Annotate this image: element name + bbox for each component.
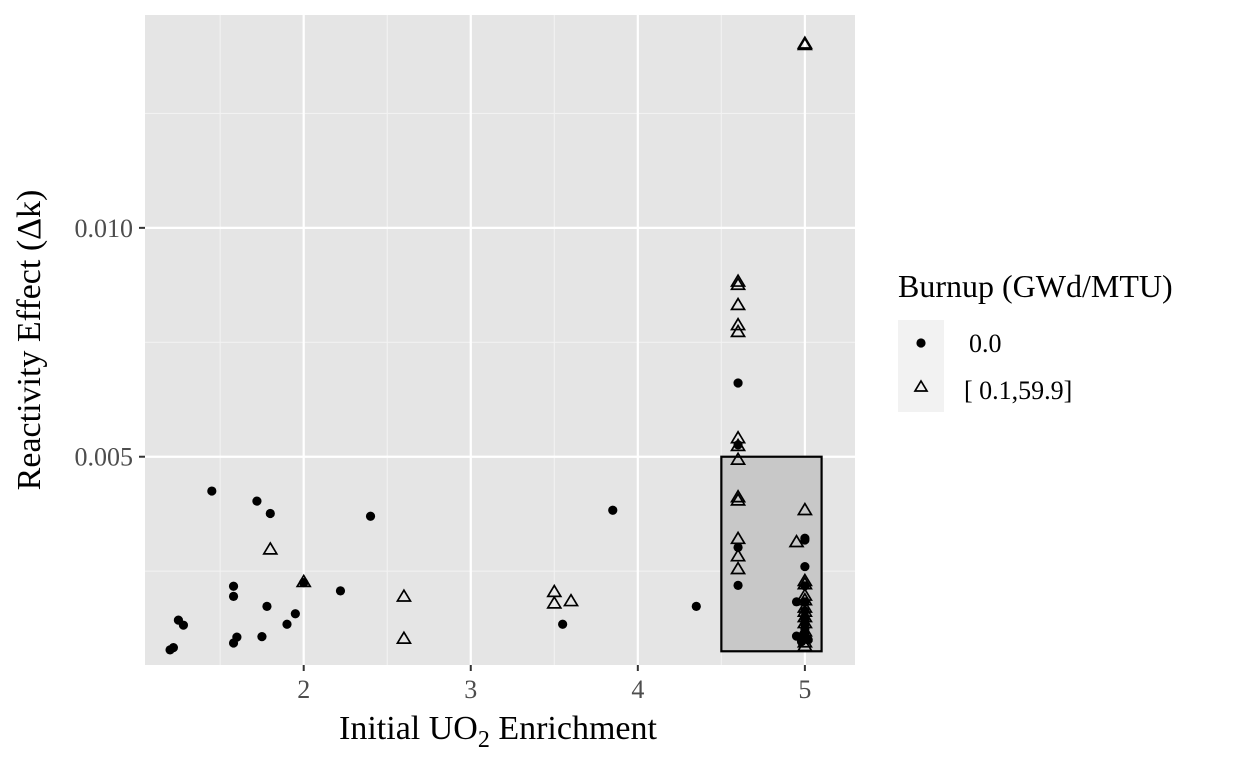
point-triangle [730,492,747,506]
point-circle [178,620,189,630]
point-circle [733,580,743,590]
point-triangle [730,530,747,545]
point-triangle [730,296,747,311]
point-circle [257,632,267,642]
point-circle [168,643,178,653]
point-triangle [395,630,412,644]
x-axis-title-suffix: Enrichment [490,710,658,747]
point-triangle [796,36,813,51]
point-triangle [796,572,813,587]
point-circle [282,619,292,629]
point-triangle [730,323,747,338]
point-triangle [730,317,747,331]
point-circle [232,632,242,642]
point-triangle [262,541,279,555]
point-circle [262,601,272,612]
point-triangle [730,489,747,503]
point-circle [608,505,618,515]
x-tick-label: 4 [631,675,644,704]
point-circle [335,586,346,596]
point-triangle [295,573,312,588]
point-circle [733,378,743,388]
point-triangle [796,615,813,629]
point-circle [265,508,275,519]
point-triangle [796,609,813,623]
point-circle [691,601,701,612]
point-triangle [730,273,747,287]
point-triangle [788,534,805,548]
point-triangle [796,637,813,652]
point-triangle [730,430,747,444]
point-triangle [395,588,412,602]
data-points [165,35,813,655]
point-triangle [546,595,563,609]
point-circle [228,591,239,601]
legend: Burnup (GWd/MTU) 0.0 [ 0.1,59.9] [898,268,1173,412]
legend-label-triangle: [ 0.1,59.9] [964,376,1072,405]
point-circle [252,496,262,506]
legend-key-background [898,320,944,412]
x-tick-label: 5 [798,675,811,704]
point-circle [733,542,743,552]
point-triangle [796,501,813,516]
legend-key-triangle [913,379,929,392]
x-axis-title-main: Initial UO [339,710,478,747]
y-axis-title: Reactivity Effect (Δk) [11,190,48,491]
point-triangle [730,437,747,452]
point-circle [800,561,810,572]
axes: 2 3 4 5 0.005 0.010 [75,214,812,704]
point-triangle [730,548,747,562]
x-tick-label: 2 [297,675,310,704]
point-circle [365,511,376,521]
point-circle [800,535,810,545]
point-triangle [730,276,747,291]
point-circle [558,619,568,629]
y-tick-label: 0.010 [75,214,134,243]
legend-key-circle [916,338,926,348]
y-tick-label: 0.005 [75,443,134,472]
point-triangle [562,593,580,607]
point-triangle [730,561,747,575]
point-triangle [796,634,813,648]
point-circle [290,609,300,619]
x-axis-title-subscript: 2 [478,727,490,753]
point-circle [207,486,217,496]
legend-title: Burnup (GWd/MTU) [898,268,1173,304]
legend-label-circle: 0.0 [969,329,1002,358]
point-circle [228,581,239,591]
point-triangle [730,451,747,465]
x-tick-label: 3 [464,675,477,704]
x-axis-title: Initial UO2 Enrichment [339,710,657,753]
